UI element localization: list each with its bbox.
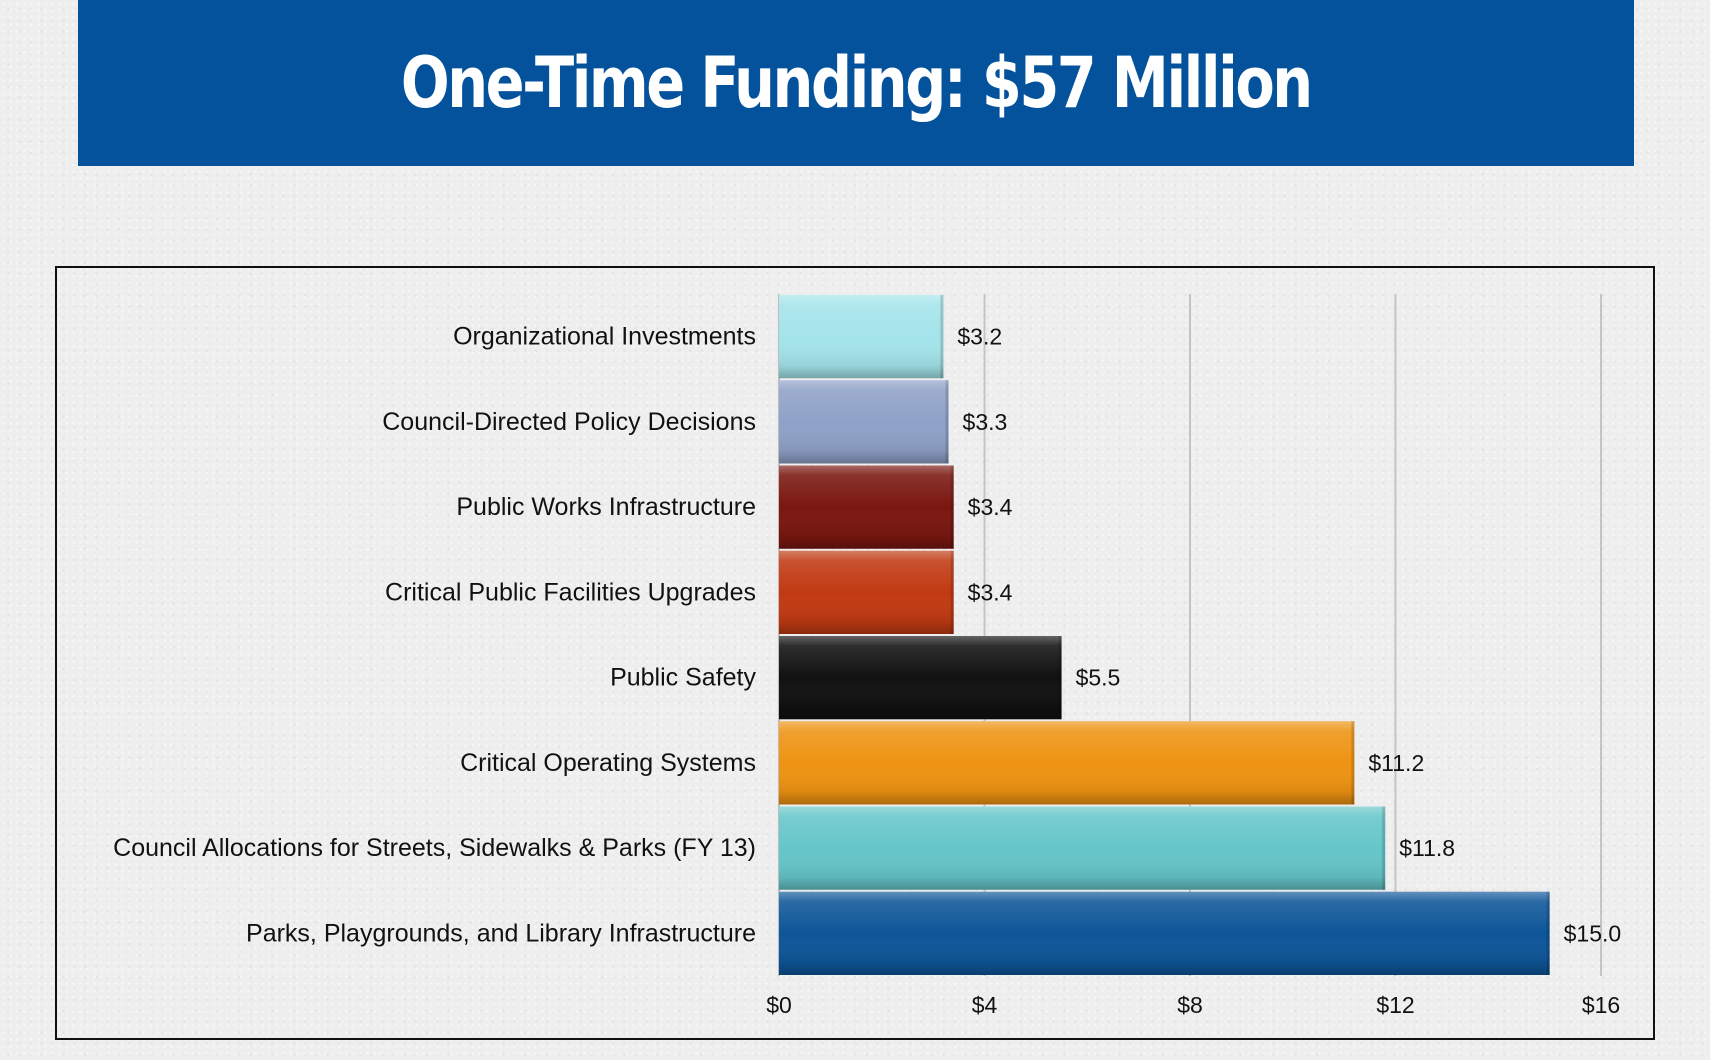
x-tick-label: $8	[1177, 992, 1203, 1018]
bar-edge	[950, 465, 954, 549]
bar-shine	[779, 295, 944, 379]
category-label: Parks, Playgrounds, and Library Infrastr…	[246, 919, 756, 947]
bars	[779, 295, 1550, 975]
x-tick-label: $16	[1582, 992, 1620, 1018]
x-axis-ticks: $0 $4 $8 $12 $16	[766, 992, 1620, 1018]
value-label: $3.2	[957, 324, 1002, 350]
category-label: Public Works Infrastructure	[456, 493, 756, 521]
bar-shine	[779, 806, 1386, 890]
value-label: $15.0	[1564, 920, 1622, 946]
bar-edge	[940, 295, 944, 379]
bar-shine	[779, 721, 1355, 805]
category-label: Public Safety	[610, 664, 756, 692]
labels: Organizational Investments $3.2 Council-Di…	[113, 323, 1621, 948]
bar-edge	[945, 380, 949, 464]
bar-edge	[1546, 891, 1550, 975]
value-label: $3.4	[968, 494, 1013, 520]
chart-frame	[55, 266, 1655, 1040]
bar-shine	[779, 465, 954, 549]
value-label: $5.5	[1076, 665, 1121, 691]
bar-shine	[779, 891, 1550, 975]
page-title: One-Time Funding: $57 Million	[401, 42, 1313, 124]
category-label: Organizational Investments	[453, 323, 756, 351]
value-label: $11.8	[1399, 835, 1455, 861]
bar-shine	[779, 550, 954, 634]
value-label: $11.2	[1368, 750, 1424, 776]
title-banner: One-Time Funding: $57 Million	[78, 0, 1634, 166]
value-label: $3.3	[963, 409, 1008, 435]
bar-shine	[779, 380, 949, 464]
x-tick-label: $12	[1376, 992, 1414, 1018]
x-tick-label: $4	[972, 992, 998, 1018]
x-tick-label: $0	[766, 992, 792, 1018]
category-label: Council-Directed Policy Decisions	[382, 408, 756, 436]
bar-edge	[950, 550, 954, 634]
category-label: Council Allocations for Streets, Sidewal…	[113, 834, 756, 862]
bar-edge	[1351, 721, 1355, 805]
category-label: Critical Operating Systems	[460, 749, 756, 777]
category-label: Critical Public Facilities Upgrades	[385, 578, 756, 606]
bar-edge	[1058, 636, 1062, 720]
value-label: $3.4	[968, 579, 1013, 605]
bar-shine	[779, 636, 1062, 720]
bar-edge	[1382, 806, 1386, 890]
